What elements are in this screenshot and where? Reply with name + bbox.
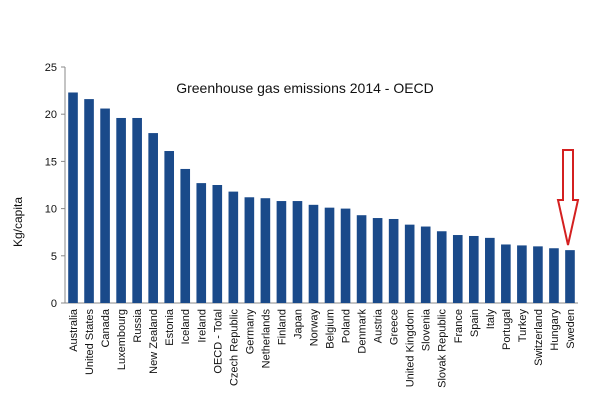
- bar: [356, 215, 367, 303]
- x-tick-label: OECD - Total: [212, 309, 224, 374]
- y-tick-label: 20: [45, 109, 57, 121]
- x-tick-label: Switzerland: [533, 309, 545, 366]
- chart-title: Greenhouse gas emissions 2014 - OECD: [176, 80, 434, 96]
- y-tick-label: 25: [45, 62, 57, 74]
- x-tick-label: France: [453, 309, 465, 343]
- x-tick-label: Portugal: [501, 309, 513, 350]
- bar: [501, 244, 511, 303]
- bar: [116, 117, 126, 303]
- bar: [244, 197, 255, 303]
- bar: [372, 218, 383, 303]
- x-tick-label: Netherlands: [260, 309, 272, 369]
- bar: [517, 245, 527, 303]
- x-tick-label: Italy: [485, 309, 497, 330]
- x-tick-label: Japan: [292, 309, 304, 339]
- bar: [452, 235, 463, 303]
- x-tick-label: Russia: [132, 308, 144, 343]
- bar: [148, 133, 158, 303]
- bar: [68, 92, 78, 303]
- bar: [180, 168, 191, 303]
- bar: [260, 198, 271, 303]
- bar: [196, 183, 207, 303]
- bar: [212, 185, 223, 303]
- x-tick-label: Luxembourg: [116, 309, 128, 370]
- x-tick-label: Iceland: [180, 309, 192, 344]
- bar: [549, 248, 559, 303]
- x-tick-label: Greece: [389, 309, 401, 345]
- y-tick-label: 5: [51, 251, 57, 263]
- x-tick-label: Czech Republic: [228, 309, 240, 387]
- x-tick-label: Germany: [244, 309, 256, 355]
- bar: [468, 235, 479, 303]
- x-tick-label: Turkey: [517, 309, 529, 343]
- x-tick-label: Finland: [276, 309, 288, 345]
- bar: [436, 231, 447, 303]
- x-tick-label: United Kingdom: [405, 309, 417, 387]
- x-tick-label: Poland: [341, 309, 353, 343]
- x-tick-label: Estonia: [164, 308, 176, 346]
- x-tick-label: United States: [84, 309, 96, 376]
- x-tick-label: Norway: [308, 309, 320, 347]
- x-tick-label: Spain: [469, 309, 481, 337]
- highlight-arrow: [556, 149, 580, 246]
- y-tick-label: 0: [51, 298, 57, 310]
- bar: [324, 207, 335, 303]
- x-tick-label: Australia: [68, 308, 80, 352]
- x-tick-label: Hungary: [549, 309, 561, 351]
- bar: [340, 208, 351, 303]
- bar: [292, 201, 303, 303]
- bar: [276, 201, 287, 303]
- x-tick-label: Denmark: [357, 309, 369, 354]
- bar: [308, 204, 319, 303]
- bar: [404, 224, 415, 303]
- bar: [388, 218, 399, 303]
- y-tick-label: 15: [45, 156, 57, 168]
- bar: [84, 99, 94, 303]
- y-axis-label: Kg/capita: [11, 197, 25, 247]
- bar: [132, 117, 142, 303]
- bar: [228, 191, 239, 303]
- bar: [565, 250, 575, 303]
- bar: [164, 151, 175, 303]
- x-tick-label: Slovak Republic: [437, 309, 449, 388]
- bar: [420, 226, 431, 303]
- x-tick-label: Belgium: [325, 309, 337, 349]
- bar: [100, 108, 110, 303]
- x-tick-label: Austria: [373, 308, 385, 343]
- y-tick-label: 10: [45, 204, 57, 216]
- x-tick-label: New Zealand: [148, 309, 160, 374]
- bar: [533, 246, 543, 303]
- x-tick-label: Sweden: [565, 309, 577, 349]
- x-tick-label: Slovenia: [421, 308, 433, 351]
- x-tick-label: Ireland: [196, 309, 208, 343]
- x-tick-label: Canada: [100, 308, 112, 347]
- bar: [485, 237, 495, 303]
